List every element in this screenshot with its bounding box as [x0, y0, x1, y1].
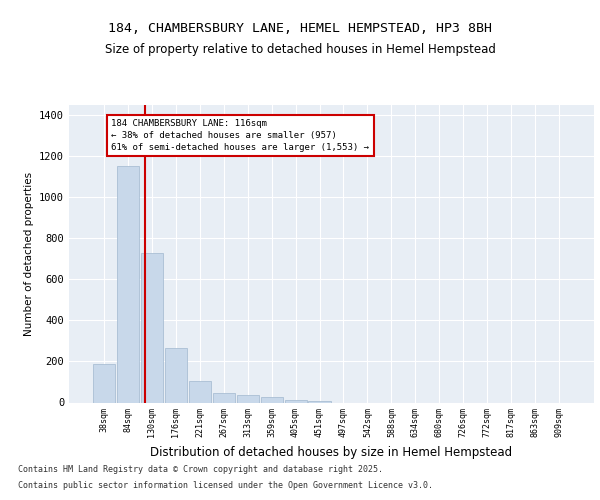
Bar — [284, 400, 307, 402]
Text: Contains public sector information licensed under the Open Government Licence v3: Contains public sector information licen… — [18, 480, 433, 490]
Bar — [141, 252, 163, 402]
Bar — [236, 396, 259, 402]
Bar — [117, 166, 139, 402]
Bar — [260, 398, 283, 402]
Bar — [212, 394, 235, 402]
Text: 184, CHAMBERSBURY LANE, HEMEL HEMPSTEAD, HP3 8BH: 184, CHAMBERSBURY LANE, HEMEL HEMPSTEAD,… — [108, 22, 492, 36]
Bar — [165, 348, 187, 403]
Text: Size of property relative to detached houses in Hemel Hempstead: Size of property relative to detached ho… — [104, 42, 496, 56]
Text: Contains HM Land Registry data © Crown copyright and database right 2025.: Contains HM Land Registry data © Crown c… — [18, 466, 383, 474]
Text: 184 CHAMBERSBURY LANE: 116sqm
← 38% of detached houses are smaller (957)
61% of : 184 CHAMBERSBURY LANE: 116sqm ← 38% of d… — [111, 120, 369, 152]
Bar — [189, 381, 211, 402]
Y-axis label: Number of detached properties: Number of detached properties — [23, 172, 34, 336]
X-axis label: Distribution of detached houses by size in Hemel Hempstead: Distribution of detached houses by size … — [151, 446, 512, 458]
Bar — [308, 401, 331, 402]
Bar — [93, 364, 115, 403]
